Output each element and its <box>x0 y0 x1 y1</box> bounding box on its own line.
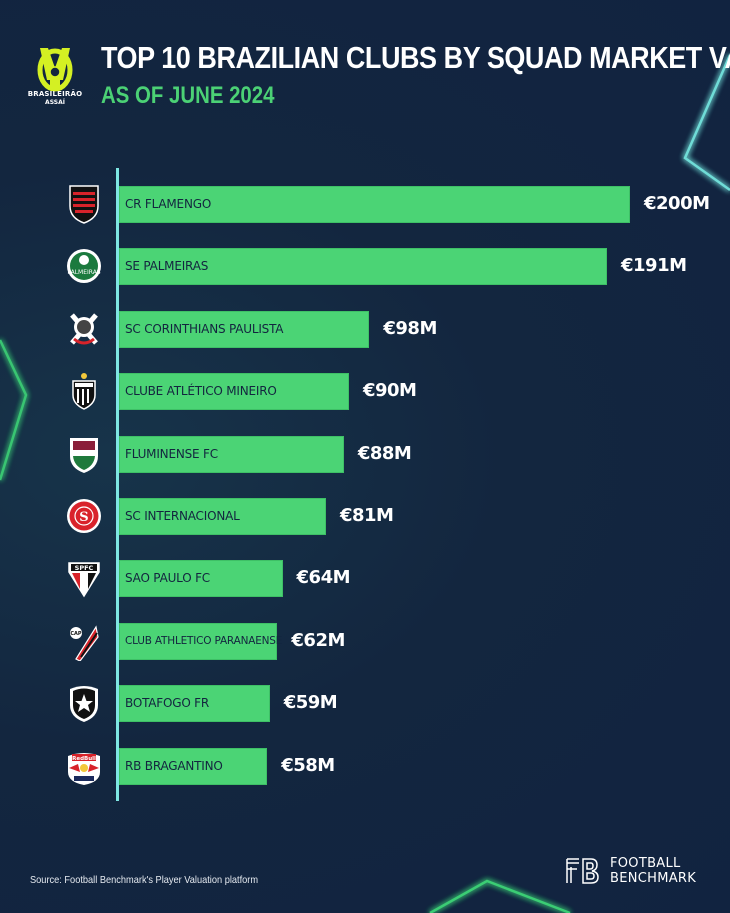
flamengo-crest-icon <box>66 184 102 224</box>
y-axis-line <box>116 168 119 801</box>
svg-text:CAP: CAP <box>70 631 82 637</box>
bar-value-label: €62M <box>291 629 345 651</box>
bar-value-label: €81M <box>339 505 394 526</box>
bar-value-label: €90M <box>362 380 417 402</box>
brand-name-line2: BENCHMARK <box>610 871 697 886</box>
atletico-mineiro-crest-icon <box>66 371 102 411</box>
glow-line-top-right <box>683 54 730 192</box>
chart-title: TOP 10 BRAZILIAN CLUBS BY SQUAD MARKET V… <box>101 40 730 75</box>
bar-category-label: SAO PAULO FC <box>125 571 210 586</box>
bar-value-label: €58M <box>281 754 335 776</box>
bar-category-label: BOTAFOGO FR <box>125 696 210 711</box>
chart-subtitle: AS OF JUNE 2024 <box>101 82 275 109</box>
bar <box>119 373 349 411</box>
bar <box>119 747 268 785</box>
bar <box>119 685 270 723</box>
svg-text:S: S <box>79 510 88 525</box>
bar-category-label: SC INTERNACIONAL <box>125 509 240 523</box>
brand-name-line1: FOOTBALL <box>610 856 681 871</box>
corinthians-crest-icon <box>66 309 102 349</box>
palmeiras-crest-icon: PALMEIRAS <box>66 246 102 286</box>
bar-category-label: CLUBE ATLÉTICO MINEIRO <box>125 384 277 399</box>
bar <box>119 248 607 286</box>
bar-value-label: €59M <box>283 692 338 714</box>
brasileirao-logo-icon <box>37 48 73 92</box>
league-logo-subtext: ASSAÍ <box>45 99 65 106</box>
athletico-paranaense-crest-icon: CAP <box>66 621 102 662</box>
bar-category-label: SC CORINTHIANS PAULISTA <box>125 321 284 336</box>
bar-category-label: FLUMINENSE FC <box>125 446 218 461</box>
league-logo-text: BRASILEIRÃO <box>27 90 83 98</box>
football-benchmark-logo-icon <box>566 858 599 884</box>
glow-line-bottom <box>429 879 571 913</box>
source-note: Source: Football Benchmark's Player Valu… <box>30 874 259 886</box>
bragantino-crest-icon: RedBull <box>66 746 102 786</box>
bar <box>119 560 283 598</box>
bar-category-label: RB BRAGANTINO <box>125 758 223 773</box>
bar-category-label: CLUB ATHLETICO PARANAENSE <box>125 634 283 647</box>
bar <box>119 310 370 348</box>
bar-value-label: €64M <box>296 567 351 589</box>
internacional-crest-icon: S <box>66 496 102 536</box>
svg-text:RedBull: RedBull <box>72 756 96 762</box>
svg-text:SPFC: SPFC <box>75 564 94 572</box>
bar-category-label: SE PALMEIRAS <box>125 259 209 274</box>
bar <box>119 186 630 223</box>
bar-value-label: €98M <box>383 317 437 339</box>
fluminense-crest-icon <box>66 434 102 474</box>
bar-value-label: €88M <box>357 442 412 464</box>
bar <box>119 498 326 535</box>
bar-value-label: €191M <box>621 255 687 277</box>
bar-value-label: €200M <box>644 193 710 214</box>
botafogo-crest-icon <box>66 683 102 723</box>
bar <box>119 622 278 660</box>
sao-paulo-crest-icon: SPFC <box>66 558 102 598</box>
bar-category-label: CR FLAMENGO <box>125 197 212 211</box>
glow-line-left <box>0 339 28 481</box>
svg-text:PALMEIRAS: PALMEIRAS <box>67 269 100 276</box>
bar <box>119 435 344 473</box>
